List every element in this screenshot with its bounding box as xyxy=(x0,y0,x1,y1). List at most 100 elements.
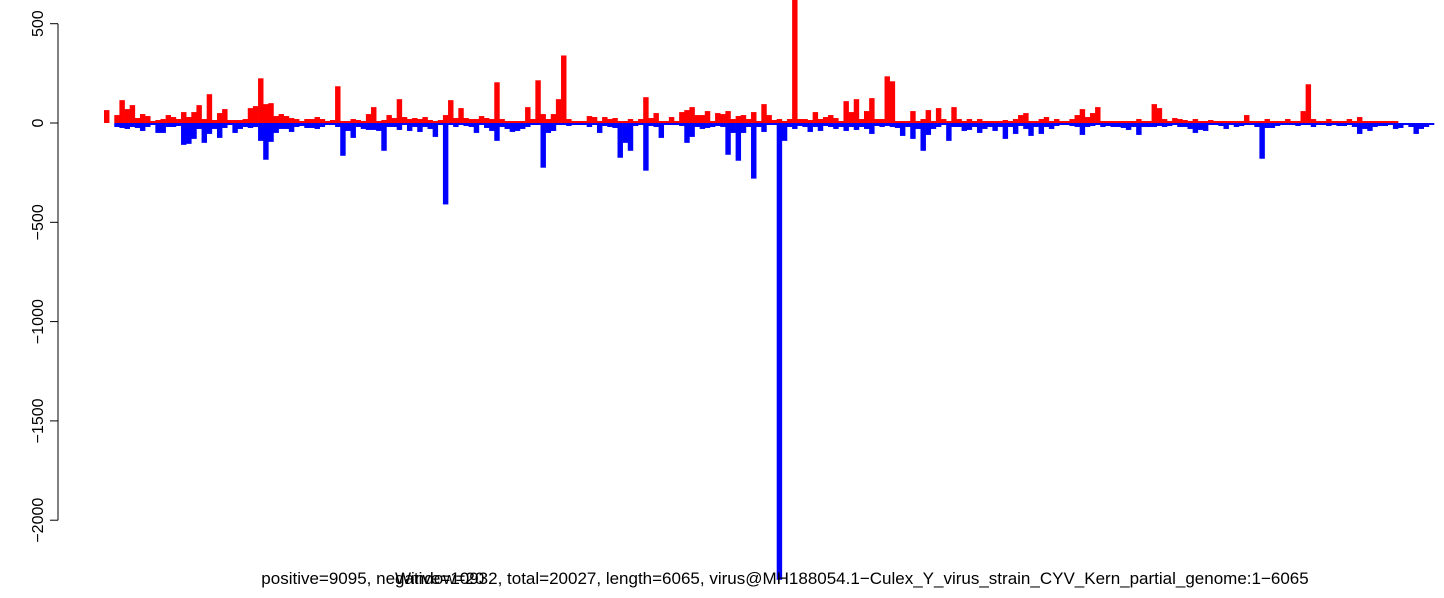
positive-bar xyxy=(1172,118,1178,123)
negative-bar xyxy=(596,123,603,133)
negative-bar xyxy=(1233,123,1240,127)
negative-bar xyxy=(145,123,151,127)
negative-bar xyxy=(694,123,700,127)
negative-bar xyxy=(1202,123,1209,131)
positive-bar xyxy=(437,120,444,123)
positive-bar xyxy=(1018,115,1024,123)
positive-bar xyxy=(786,119,793,123)
positive-bar xyxy=(273,116,279,123)
positive-bar xyxy=(365,114,372,123)
positive-bar xyxy=(1079,109,1086,123)
negative-bar xyxy=(1023,123,1029,129)
negative-bar xyxy=(1269,123,1276,128)
negative-bar xyxy=(776,123,783,580)
negative-bar xyxy=(391,123,398,127)
negative-bar xyxy=(802,123,808,127)
negative-bar xyxy=(335,123,341,127)
positive-bar xyxy=(987,121,993,123)
negative-bar xyxy=(1377,123,1383,126)
positive-bar xyxy=(812,112,819,123)
x-axis-caption: positive=9095, negative=10932, total=200… xyxy=(0,569,1444,593)
positive-bar xyxy=(1387,121,1394,123)
negative-bar xyxy=(1264,123,1270,128)
negative-bar xyxy=(674,123,680,125)
positive-bar xyxy=(165,115,172,123)
negative-bar xyxy=(1172,123,1178,125)
negative-bar xyxy=(258,123,264,141)
negative-bar xyxy=(1321,123,1327,125)
positive-bar xyxy=(329,120,336,123)
negative-bar xyxy=(951,123,957,127)
positive-bar xyxy=(288,118,295,123)
positive-bar xyxy=(458,108,464,123)
negative-bar xyxy=(602,123,608,126)
positive-bar xyxy=(473,119,480,123)
negative-bar xyxy=(386,123,392,127)
positive-bar xyxy=(602,117,608,123)
negative-bar xyxy=(874,123,880,126)
positive-bar xyxy=(1048,121,1055,123)
negative-bar xyxy=(1382,123,1389,126)
positive-bar xyxy=(401,117,408,123)
positive-bar xyxy=(1141,121,1147,123)
positive-bar xyxy=(797,119,803,123)
positive-bar xyxy=(699,115,706,123)
negative-bar xyxy=(252,123,259,127)
positive-bar xyxy=(453,118,459,123)
positive-bar xyxy=(1274,121,1281,123)
positive-bar xyxy=(776,119,783,123)
negative-bar xyxy=(294,123,300,127)
negative-bar xyxy=(1095,123,1101,125)
positive-bar xyxy=(838,121,844,123)
negative-bar xyxy=(915,123,921,129)
positive-bar xyxy=(499,119,505,123)
positive-bar xyxy=(1341,121,1348,123)
negative-bar xyxy=(1161,123,1168,127)
negative-bar xyxy=(709,123,716,127)
positive-bar xyxy=(504,121,510,123)
positive-bar xyxy=(853,99,860,123)
positive-bar xyxy=(1269,121,1276,123)
positive-bar xyxy=(930,121,937,123)
positive-bar xyxy=(879,119,885,123)
positive-bar xyxy=(684,110,690,123)
positive-bar xyxy=(216,113,223,123)
positive-bar xyxy=(129,105,136,123)
positive-bar xyxy=(355,120,362,123)
y-axis: 500 0 −500 −1000 −1500 −2000 xyxy=(30,10,59,543)
positive-bar xyxy=(1136,119,1142,123)
positive-bar xyxy=(417,119,423,123)
negative-bar xyxy=(992,123,998,131)
negative-bar xyxy=(1336,123,1342,126)
negative-bar xyxy=(360,123,367,129)
positive-bar xyxy=(1208,120,1214,123)
negative-bar xyxy=(920,123,926,151)
negative-bar xyxy=(329,123,336,125)
negative-bar xyxy=(1279,123,1286,125)
positive-bar xyxy=(1110,121,1116,123)
negative-bar xyxy=(797,123,803,126)
positive-bar xyxy=(494,82,500,123)
positive-bar xyxy=(848,112,855,123)
positive-bar xyxy=(222,109,228,123)
positive-bar xyxy=(412,118,418,123)
positive-bar xyxy=(1285,119,1291,123)
positive-bar xyxy=(278,114,285,123)
negative-bar xyxy=(186,123,192,144)
positive-bar xyxy=(653,113,659,123)
positive-bar xyxy=(1038,119,1045,123)
negative-bar xyxy=(309,123,315,128)
positive-bar xyxy=(335,86,341,123)
negative-bar xyxy=(1218,123,1224,126)
positive-bar xyxy=(1023,113,1029,123)
positive-bar xyxy=(663,121,670,123)
positive-bar xyxy=(966,119,973,123)
negative-bar xyxy=(1177,123,1183,127)
negative-bar xyxy=(879,123,885,127)
negative-bar xyxy=(530,123,536,125)
negative-bar xyxy=(982,123,988,129)
negative-bar xyxy=(653,123,659,127)
positive-bar xyxy=(612,118,618,123)
negative-bar xyxy=(961,123,968,131)
positive-bar xyxy=(1295,121,1301,123)
